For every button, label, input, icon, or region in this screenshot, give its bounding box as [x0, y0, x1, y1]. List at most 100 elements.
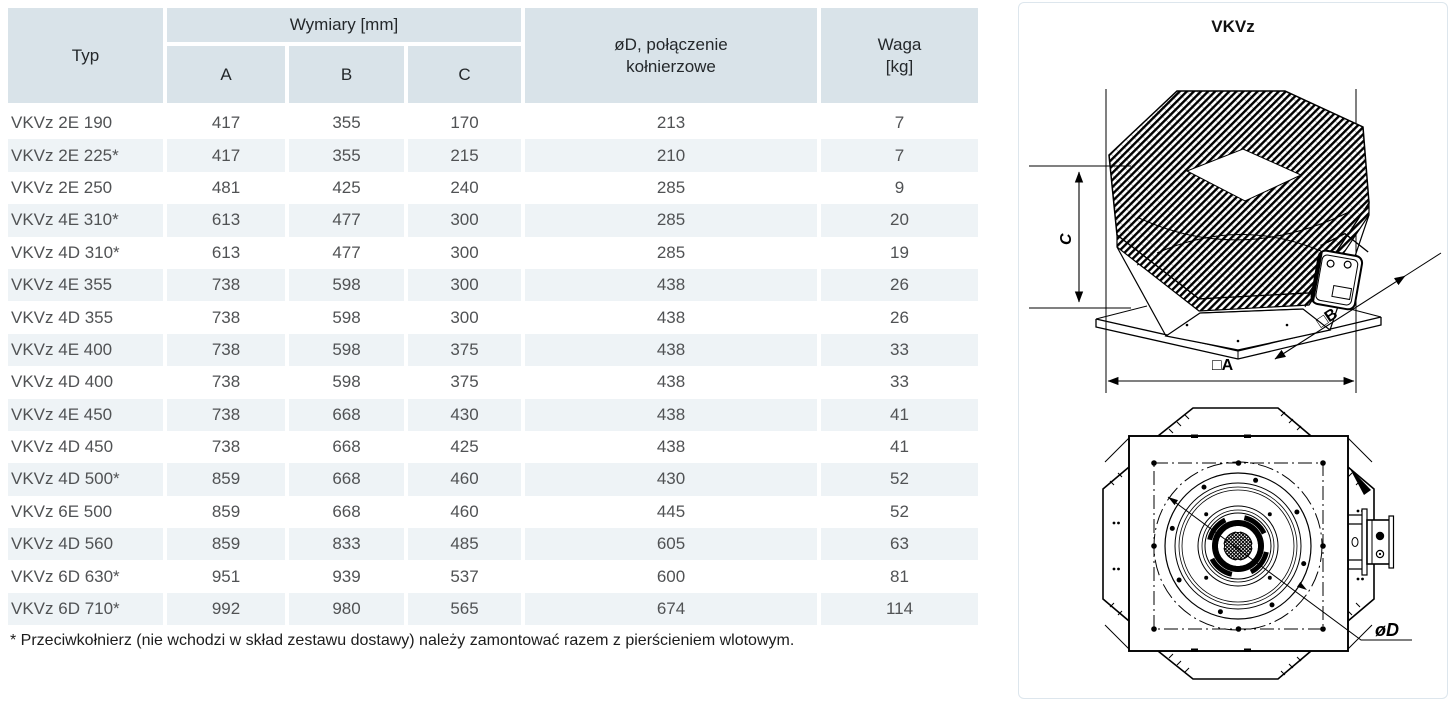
- cell-dim-c: 240: [450, 177, 479, 197]
- header-wymiary: Wymiary [mm]: [167, 8, 521, 42]
- table-body: VKVz 2E 190 417 355 170 213 7 VKVz 2E 22…: [8, 107, 978, 626]
- cell-weight: 26: [890, 307, 909, 327]
- table-row: VKVz 4D 560 859 833 485 605 63: [8, 528, 978, 561]
- table-row: VKVz 4D 500* 859 668 460 430 52: [8, 463, 978, 496]
- cell-flange-diameter: 430: [525, 463, 817, 496]
- cell-dim-a: 738: [167, 268, 285, 302]
- table-row: VKVz 2E 225* 417 355 215 210 7: [8, 139, 978, 172]
- cell-dim-c: 300: [450, 242, 479, 262]
- dim-label-a: □A: [1212, 357, 1234, 374]
- cell-typ: VKVz 2E 225*: [8, 139, 163, 172]
- cell-dim-c: 300: [408, 204, 521, 237]
- header-weight-line1: Waga: [877, 35, 922, 55]
- cell-flange-diameter: 438: [656, 437, 686, 457]
- dimension-d: øD: [1167, 496, 1412, 641]
- cell-weight: 7: [821, 139, 978, 172]
- cell-dim-b: 425: [332, 177, 361, 197]
- cell-dim-b: 355: [289, 139, 404, 172]
- cell-typ: VKVz 4D 400: [11, 372, 114, 392]
- cell-dim-b: 477: [289, 204, 404, 237]
- dim-label-c: C: [1058, 233, 1075, 245]
- cell-dim-a: 738: [211, 372, 241, 392]
- cell-typ: VKVz 6E 500: [11, 501, 113, 521]
- table-row: VKVz 4E 450 738 668 430 438 41: [8, 398, 978, 431]
- cell-flange-diameter: 438: [525, 268, 817, 302]
- cell-weight: 7: [894, 113, 905, 133]
- cell-dim-c: 300: [408, 268, 521, 302]
- cell-typ: VKVz 4D 310*: [11, 242, 120, 262]
- cell-flange-diameter: 438: [656, 307, 686, 327]
- cell-dim-a: 613: [167, 204, 285, 237]
- table-row: VKVz 4D 355 738 598 300 438 26: [8, 301, 978, 333]
- cell-typ: VKVz 4E 450: [8, 398, 163, 431]
- cell-flange-diameter: 438: [656, 372, 686, 392]
- cell-dim-b: 598: [332, 307, 361, 327]
- cell-dim-c: 215: [408, 139, 521, 172]
- cell-flange-diameter: 285: [656, 177, 686, 197]
- header-weight-line2: [kg]: [885, 56, 914, 76]
- cell-typ: VKVz 4E 310*: [8, 204, 163, 237]
- cell-flange-diameter: 600: [656, 566, 686, 586]
- table-row: VKVz 4D 450 738 668 425 438 41: [8, 431, 978, 463]
- header-flange-text: øD, połączenie kołnierzowe: [614, 35, 728, 76]
- cell-dim-c: 375: [450, 372, 479, 392]
- cell-flange-diameter: 285: [656, 242, 686, 262]
- cell-flange-diameter: 438: [525, 333, 817, 367]
- cell-weight: 26: [821, 268, 978, 302]
- cell-weight: 19: [890, 242, 909, 262]
- cell-dim-a: 738: [167, 333, 285, 367]
- cell-weight: 81: [890, 566, 909, 586]
- diagram-panel: VKVz: [1018, 2, 1448, 699]
- cell-dim-c: 485: [408, 528, 521, 561]
- cell-flange-diameter: 285: [525, 204, 817, 237]
- cell-flange-diameter: 438: [525, 398, 817, 431]
- cell-weight: 33: [821, 333, 978, 367]
- header-weight: Waga [kg]: [821, 8, 978, 103]
- cell-dim-a: 738: [211, 437, 241, 457]
- diagram-title: VKVz: [1211, 17, 1255, 36]
- cell-dim-c: 460: [450, 501, 479, 521]
- cell-flange-diameter: 445: [656, 501, 686, 521]
- dimensions-table: Typ Wymiary [mm] A B C øD, połączenie ko…: [8, 8, 978, 626]
- dimension-a: □A: [1107, 357, 1355, 386]
- cell-dim-a: 992: [167, 592, 285, 626]
- cell-dim-b: 355: [332, 113, 361, 133]
- cell-typ: VKVz 4D 500*: [8, 463, 163, 496]
- cell-dim-a: 417: [211, 113, 241, 133]
- cell-dim-c: 425: [450, 437, 479, 457]
- cell-dim-a: 859: [211, 501, 241, 521]
- table-row: VKVz 2E 190 417 355 170 213 7: [8, 107, 978, 139]
- cell-dim-b: 598: [332, 372, 361, 392]
- cell-dim-c: 375: [408, 333, 521, 367]
- table-row: VKVz 4D 310* 613 477 300 285 19: [8, 237, 978, 269]
- table-row: VKVz 6D 710* 992 980 565 674 114: [8, 592, 978, 626]
- cell-dim-a: 951: [211, 566, 241, 586]
- cell-dim-a: 481: [211, 177, 241, 197]
- cell-dim-a: 859: [167, 463, 285, 496]
- cell-dim-c: 430: [408, 398, 521, 431]
- cell-dim-a: 738: [211, 307, 241, 327]
- cell-flange-diameter: 213: [656, 113, 686, 133]
- header-dim-a: A: [167, 46, 285, 103]
- cell-typ: VKVz 2E 190: [11, 113, 113, 133]
- cell-dim-c: 537: [450, 566, 479, 586]
- cell-dim-c: 565: [408, 592, 521, 626]
- header-dim-c: C: [408, 46, 521, 103]
- table-row: VKVz 2E 250 481 425 240 285 9: [8, 172, 978, 204]
- cell-dim-a: 738: [167, 398, 285, 431]
- cell-dim-b: 980: [289, 592, 404, 626]
- cell-dim-a: 613: [211, 242, 241, 262]
- header-typ: Typ: [8, 8, 163, 103]
- cell-flange-diameter: 210: [525, 139, 817, 172]
- cell-typ: VKVz 4E 400: [8, 333, 163, 367]
- cell-typ: VKVz 4D 450: [11, 437, 114, 457]
- cell-dim-a: 859: [167, 528, 285, 561]
- cell-dim-b: 939: [332, 566, 361, 586]
- cell-typ: VKVz 2E 250: [11, 177, 113, 197]
- technical-drawing: C □A □B: [1029, 89, 1442, 680]
- cell-weight: 41: [821, 398, 978, 431]
- cell-dim-b: 598: [289, 333, 404, 367]
- dim-label-d: øD: [1375, 620, 1399, 640]
- cell-typ: VKVz 4D 355: [11, 307, 114, 327]
